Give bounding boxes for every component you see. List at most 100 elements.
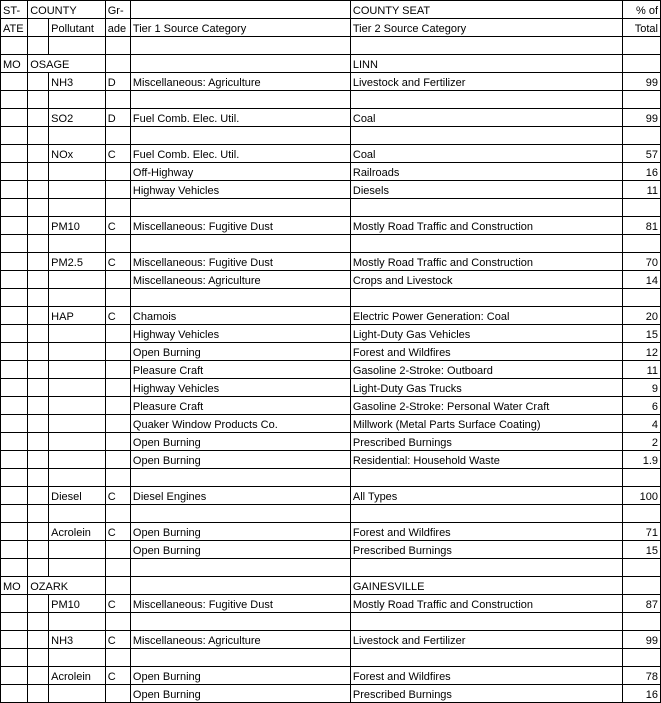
cell-county: OZARK — [28, 577, 106, 595]
cell-pollutant — [49, 127, 106, 145]
cell-grade — [105, 649, 130, 667]
cell-pct: 70 — [623, 253, 661, 271]
cell-tier2: Mostly Road Traffic and Construction — [350, 253, 622, 271]
cell-state — [1, 325, 28, 343]
cell-pollutant — [49, 37, 106, 55]
cell-state — [1, 595, 28, 613]
cell-tier2: Forest and Wildfires — [350, 343, 622, 361]
cell-tier2: Crops and Livestock — [350, 271, 622, 289]
cell-pct: 20 — [623, 307, 661, 325]
cell-pct: 4 — [623, 415, 661, 433]
cell-tier2: Mostly Road Traffic and Construction — [350, 595, 622, 613]
cell-pollutant — [49, 325, 106, 343]
cell-grade — [105, 325, 130, 343]
cell-tier1: Miscellaneous: Agriculture — [130, 271, 350, 289]
cell-state — [1, 37, 28, 55]
cell-blank — [28, 487, 49, 505]
cell-pct: 12 — [623, 343, 661, 361]
cell-grade — [105, 505, 130, 523]
cell-state — [1, 631, 28, 649]
cell-pollutant — [49, 451, 106, 469]
cell-pollutant — [49, 91, 106, 109]
cell-blank — [28, 595, 49, 613]
table-row: Highway VehiclesLight-Duty Gas Trucks9 — [1, 379, 661, 397]
cell-tier2 — [350, 469, 622, 487]
cell-blank — [28, 379, 49, 397]
header-pct: Total — [623, 19, 661, 37]
cell-tier2: Prescribed Burnings — [350, 433, 622, 451]
header-blank — [28, 19, 49, 37]
cell-tier2: Diesels — [350, 181, 622, 199]
cell-pct: 15 — [623, 325, 661, 343]
cell-grade — [105, 127, 130, 145]
cell-grade — [105, 37, 130, 55]
cell-tier2: Light-Duty Gas Trucks — [350, 379, 622, 397]
cell-pct: 11 — [623, 361, 661, 379]
cell-grade: C — [105, 667, 130, 685]
cell-pct: 71 — [623, 523, 661, 541]
cell-pct — [623, 649, 661, 667]
cell-pollutant — [49, 397, 106, 415]
cell-pct: 99 — [623, 631, 661, 649]
cell-grade — [105, 577, 130, 595]
header-county: COUNTY — [28, 1, 106, 19]
cell-tier1: Highway Vehicles — [130, 379, 350, 397]
header-tier1: Tier 1 Source Category — [130, 19, 350, 37]
cell-tier1 — [130, 55, 350, 73]
header-tier2: COUNTY SEAT — [350, 1, 622, 19]
cell-blank — [28, 127, 49, 145]
cell-grade — [105, 397, 130, 415]
cell-state — [1, 505, 28, 523]
cell-grade: C — [105, 523, 130, 541]
table-row: PM2.5CMiscellaneous: Fugitive DustMostly… — [1, 253, 661, 271]
cell-grade — [105, 55, 130, 73]
cell-state — [1, 487, 28, 505]
table-row: NOxCFuel Comb. Elec. Util.Coal57 — [1, 145, 661, 163]
emissions-table: ST-COUNTYGr-COUNTY SEAT% ofATEPollutanta… — [0, 0, 661, 703]
cell-pollutant — [49, 361, 106, 379]
cell-seat: LINN — [350, 55, 622, 73]
cell-grade: C — [105, 217, 130, 235]
cell-blank — [28, 415, 49, 433]
cell-blank — [28, 667, 49, 685]
cell-pollutant — [49, 235, 106, 253]
cell-pct: 81 — [623, 217, 661, 235]
cell-pct: 99 — [623, 73, 661, 91]
cell-state — [1, 559, 28, 577]
cell-tier1: Quaker Window Products Co. — [130, 415, 350, 433]
cell-grade: C — [105, 487, 130, 505]
cell-pct: 11 — [623, 181, 661, 199]
cell-pct: 6 — [623, 397, 661, 415]
table-row — [1, 559, 661, 577]
cell-pct — [623, 613, 661, 631]
table-row: HAPCChamoisElectric Power Generation: Co… — [1, 307, 661, 325]
cell-tier1 — [130, 91, 350, 109]
table-row — [1, 91, 661, 109]
cell-state — [1, 235, 28, 253]
cell-pollutant: NOx — [49, 145, 106, 163]
header-state: ATE — [1, 19, 28, 37]
cell-tier1: Miscellaneous: Fugitive Dust — [130, 253, 350, 271]
table-row — [1, 613, 661, 631]
cell-tier2: Residential: Household Waste — [350, 451, 622, 469]
cell-blank — [28, 523, 49, 541]
cell-blank — [28, 73, 49, 91]
cell-tier1: Pleasure Craft — [130, 361, 350, 379]
cell-blank — [28, 685, 49, 703]
table-row: PM10CMiscellaneous: Fugitive DustMostly … — [1, 595, 661, 613]
cell-tier1 — [130, 559, 350, 577]
cell-grade — [105, 469, 130, 487]
header-state: ST- — [1, 1, 28, 19]
cell-tier1: Diesel Engines — [130, 487, 350, 505]
cell-grade — [105, 361, 130, 379]
cell-grade: C — [105, 631, 130, 649]
cell-seat: GAINESVILLE — [350, 577, 622, 595]
cell-tier2: Prescribed Burnings — [350, 685, 622, 703]
cell-pollutant: HAP — [49, 307, 106, 325]
cell-state — [1, 145, 28, 163]
table-row: Highway VehiclesLight-Duty Gas Vehicles1… — [1, 325, 661, 343]
cell-tier2 — [350, 199, 622, 217]
cell-blank — [28, 325, 49, 343]
cell-grade: C — [105, 253, 130, 271]
cell-tier1 — [130, 37, 350, 55]
